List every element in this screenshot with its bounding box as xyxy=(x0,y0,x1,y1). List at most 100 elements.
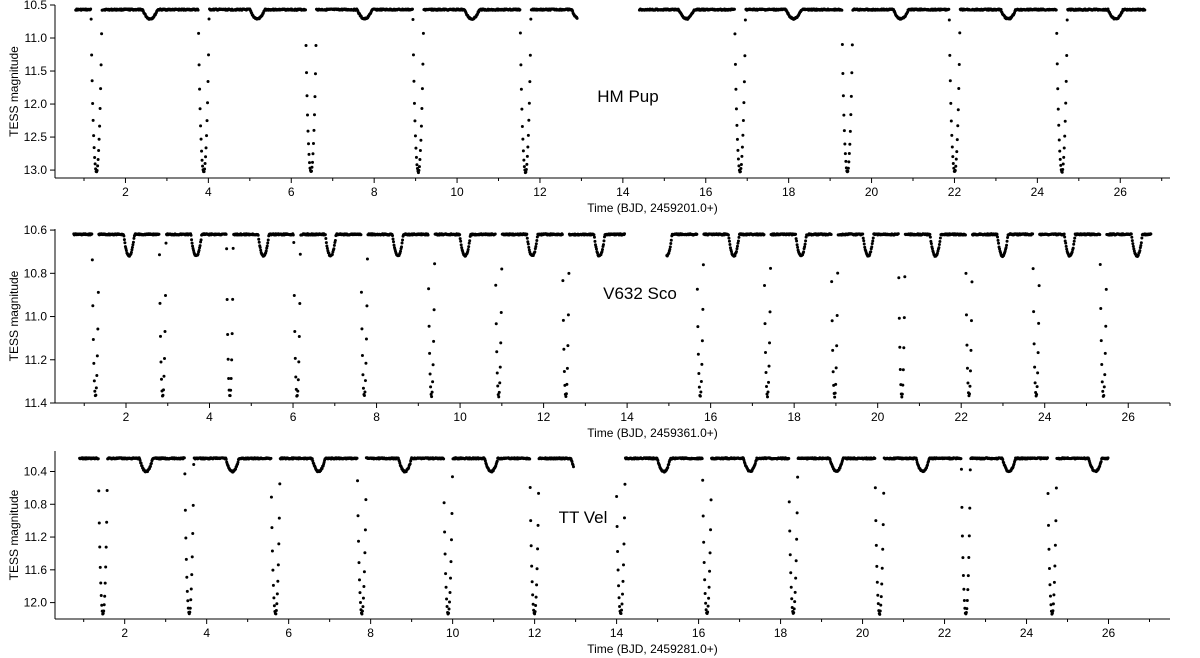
data-point xyxy=(191,532,194,535)
data-point xyxy=(528,80,531,83)
data-point xyxy=(186,599,189,602)
data-point xyxy=(1064,242,1067,245)
data-point xyxy=(360,291,363,294)
data-point xyxy=(93,146,96,149)
data-point xyxy=(363,390,366,393)
data-point xyxy=(737,158,740,161)
data-point xyxy=(899,368,902,371)
data-point xyxy=(527,243,530,246)
data-point xyxy=(948,18,951,21)
data-point xyxy=(105,546,108,549)
data-point xyxy=(1073,240,1076,243)
data-point xyxy=(92,119,95,122)
data-point xyxy=(447,612,450,615)
data-point xyxy=(365,338,368,341)
data-point xyxy=(391,234,394,237)
data-point xyxy=(528,102,531,105)
data-point xyxy=(741,134,744,137)
data-point xyxy=(96,327,99,330)
data-point xyxy=(444,552,447,555)
data-point xyxy=(278,517,281,520)
data-point xyxy=(104,582,107,585)
data-point xyxy=(393,244,396,247)
y-ticks: 10.610.811.011.211.4 xyxy=(24,223,55,410)
star-name-label: V632 Sco xyxy=(603,284,677,303)
data-point xyxy=(102,610,105,613)
data-point xyxy=(844,160,847,163)
data-point xyxy=(950,120,953,123)
data-point xyxy=(903,275,906,278)
data-point xyxy=(99,87,102,90)
data-point xyxy=(99,582,102,585)
data-point xyxy=(1055,32,1058,35)
data-point xyxy=(564,395,567,398)
data-point xyxy=(500,311,503,314)
data-point xyxy=(565,392,568,395)
data-point xyxy=(198,249,201,252)
data-point xyxy=(1099,263,1102,266)
data-point xyxy=(360,612,363,615)
data-point xyxy=(311,152,314,155)
data-point xyxy=(312,129,315,132)
data-point xyxy=(401,242,404,245)
data-point xyxy=(420,107,423,110)
data-point xyxy=(420,125,423,128)
data-point xyxy=(1056,62,1059,65)
data-point xyxy=(561,233,564,236)
data-point xyxy=(835,344,838,347)
data-point xyxy=(768,365,771,368)
data-point xyxy=(419,139,422,142)
data-point xyxy=(358,591,361,594)
data-point xyxy=(458,233,461,236)
data-point xyxy=(869,250,872,253)
data-point xyxy=(361,605,364,608)
data-point xyxy=(847,167,850,170)
data-point xyxy=(267,238,270,241)
data-point xyxy=(192,463,195,466)
data-point xyxy=(99,566,102,569)
data-point xyxy=(271,550,274,553)
data-point xyxy=(188,611,191,614)
data-point xyxy=(1006,240,1009,243)
data-point xyxy=(831,319,834,322)
data-point xyxy=(363,551,366,554)
data-point xyxy=(903,316,906,319)
data-point xyxy=(91,258,94,261)
data-point xyxy=(526,146,529,149)
data-point xyxy=(123,238,126,241)
data-point xyxy=(443,501,446,504)
data-point xyxy=(697,353,700,356)
data-point xyxy=(519,63,522,66)
data-point xyxy=(184,537,187,540)
data-point xyxy=(741,146,744,149)
data-point xyxy=(526,237,529,240)
data-point xyxy=(851,43,854,46)
data-point xyxy=(849,130,852,133)
x-tick-label: 10 xyxy=(450,185,464,199)
data-point xyxy=(522,149,525,152)
data-point xyxy=(310,166,313,169)
data-point xyxy=(1104,352,1107,355)
data-point xyxy=(567,313,570,316)
data-point xyxy=(450,512,453,515)
data-point xyxy=(296,394,299,397)
data-point xyxy=(412,53,415,56)
data-point xyxy=(278,482,281,485)
data-point xyxy=(841,72,844,75)
data-point xyxy=(298,335,301,338)
data-point xyxy=(669,245,672,248)
data-point xyxy=(364,528,367,531)
data-point xyxy=(200,150,203,153)
data-point xyxy=(409,462,412,465)
data-point xyxy=(430,395,433,398)
data-point xyxy=(160,378,163,381)
x-axis-label: Time (BJD, 2459201.0+) xyxy=(587,201,718,215)
data-point xyxy=(229,389,232,392)
data-point xyxy=(468,239,471,242)
data-point xyxy=(1073,237,1076,240)
data-point xyxy=(139,459,142,462)
data-point xyxy=(415,163,418,166)
data-point xyxy=(1130,236,1133,239)
data-point xyxy=(433,262,436,265)
data-point xyxy=(668,248,671,251)
